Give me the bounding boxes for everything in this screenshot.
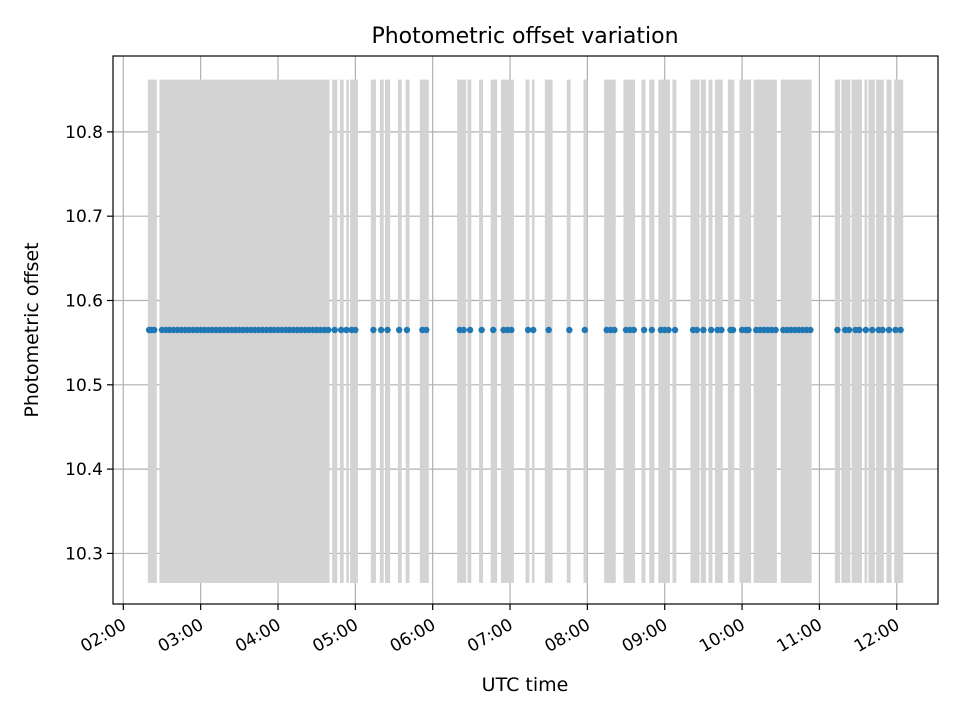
data-point (478, 326, 485, 334)
data-point (640, 326, 648, 334)
y-axis-label: Photometric offset (21, 242, 43, 417)
data-point (892, 326, 899, 334)
data-point (648, 326, 656, 334)
data-point (423, 326, 430, 334)
data-point (807, 326, 814, 334)
data-point (352, 326, 359, 334)
y-tick-label: 10.7 (65, 207, 103, 227)
data-point (718, 326, 725, 334)
data-point (581, 326, 588, 334)
y-axis-ticks: 10.3 10.4 10.5 10.6 10.7 10.8 (65, 123, 113, 564)
data-point (395, 326, 403, 334)
data-point (490, 326, 497, 334)
data-point (693, 326, 701, 334)
data-point (745, 326, 752, 334)
data-point (370, 326, 377, 334)
data-points (145, 326, 904, 334)
data-point (545, 326, 552, 334)
data-point (611, 326, 618, 334)
data-point (508, 326, 515, 334)
data-point (403, 326, 411, 334)
data-point (869, 326, 876, 334)
data-point (856, 326, 863, 334)
data-point (630, 326, 637, 334)
data-point (377, 326, 385, 334)
data-point (337, 326, 345, 334)
chart-title: Photometric offset variation (371, 24, 678, 49)
y-tick-label: 10.5 (65, 376, 103, 396)
y-tick-label: 10.6 (65, 291, 103, 311)
data-point (729, 326, 737, 334)
data-point (885, 326, 893, 334)
data-point (460, 326, 467, 334)
x-axis-label: UTC time (482, 674, 569, 696)
data-point (707, 326, 715, 334)
data-point (845, 326, 853, 334)
data-point (700, 326, 707, 334)
data-point (862, 326, 870, 334)
data-point (343, 326, 350, 334)
data-point (834, 326, 841, 334)
data-point (325, 326, 332, 334)
data-point (772, 326, 779, 334)
data-point (384, 326, 391, 334)
data-point (524, 326, 532, 334)
y-tick-label: 10.3 (65, 544, 103, 564)
y-tick-label: 10.8 (65, 123, 103, 143)
data-point (879, 326, 886, 334)
data-point (671, 326, 679, 334)
data-point (530, 326, 537, 334)
data-point (151, 326, 158, 334)
data-point (665, 326, 672, 334)
data-point (566, 326, 573, 334)
plot-frame (112, 55, 939, 605)
data-point (897, 326, 904, 334)
data-point (331, 326, 338, 334)
y-tick-label: 10.4 (65, 460, 103, 480)
data-point (466, 326, 474, 334)
